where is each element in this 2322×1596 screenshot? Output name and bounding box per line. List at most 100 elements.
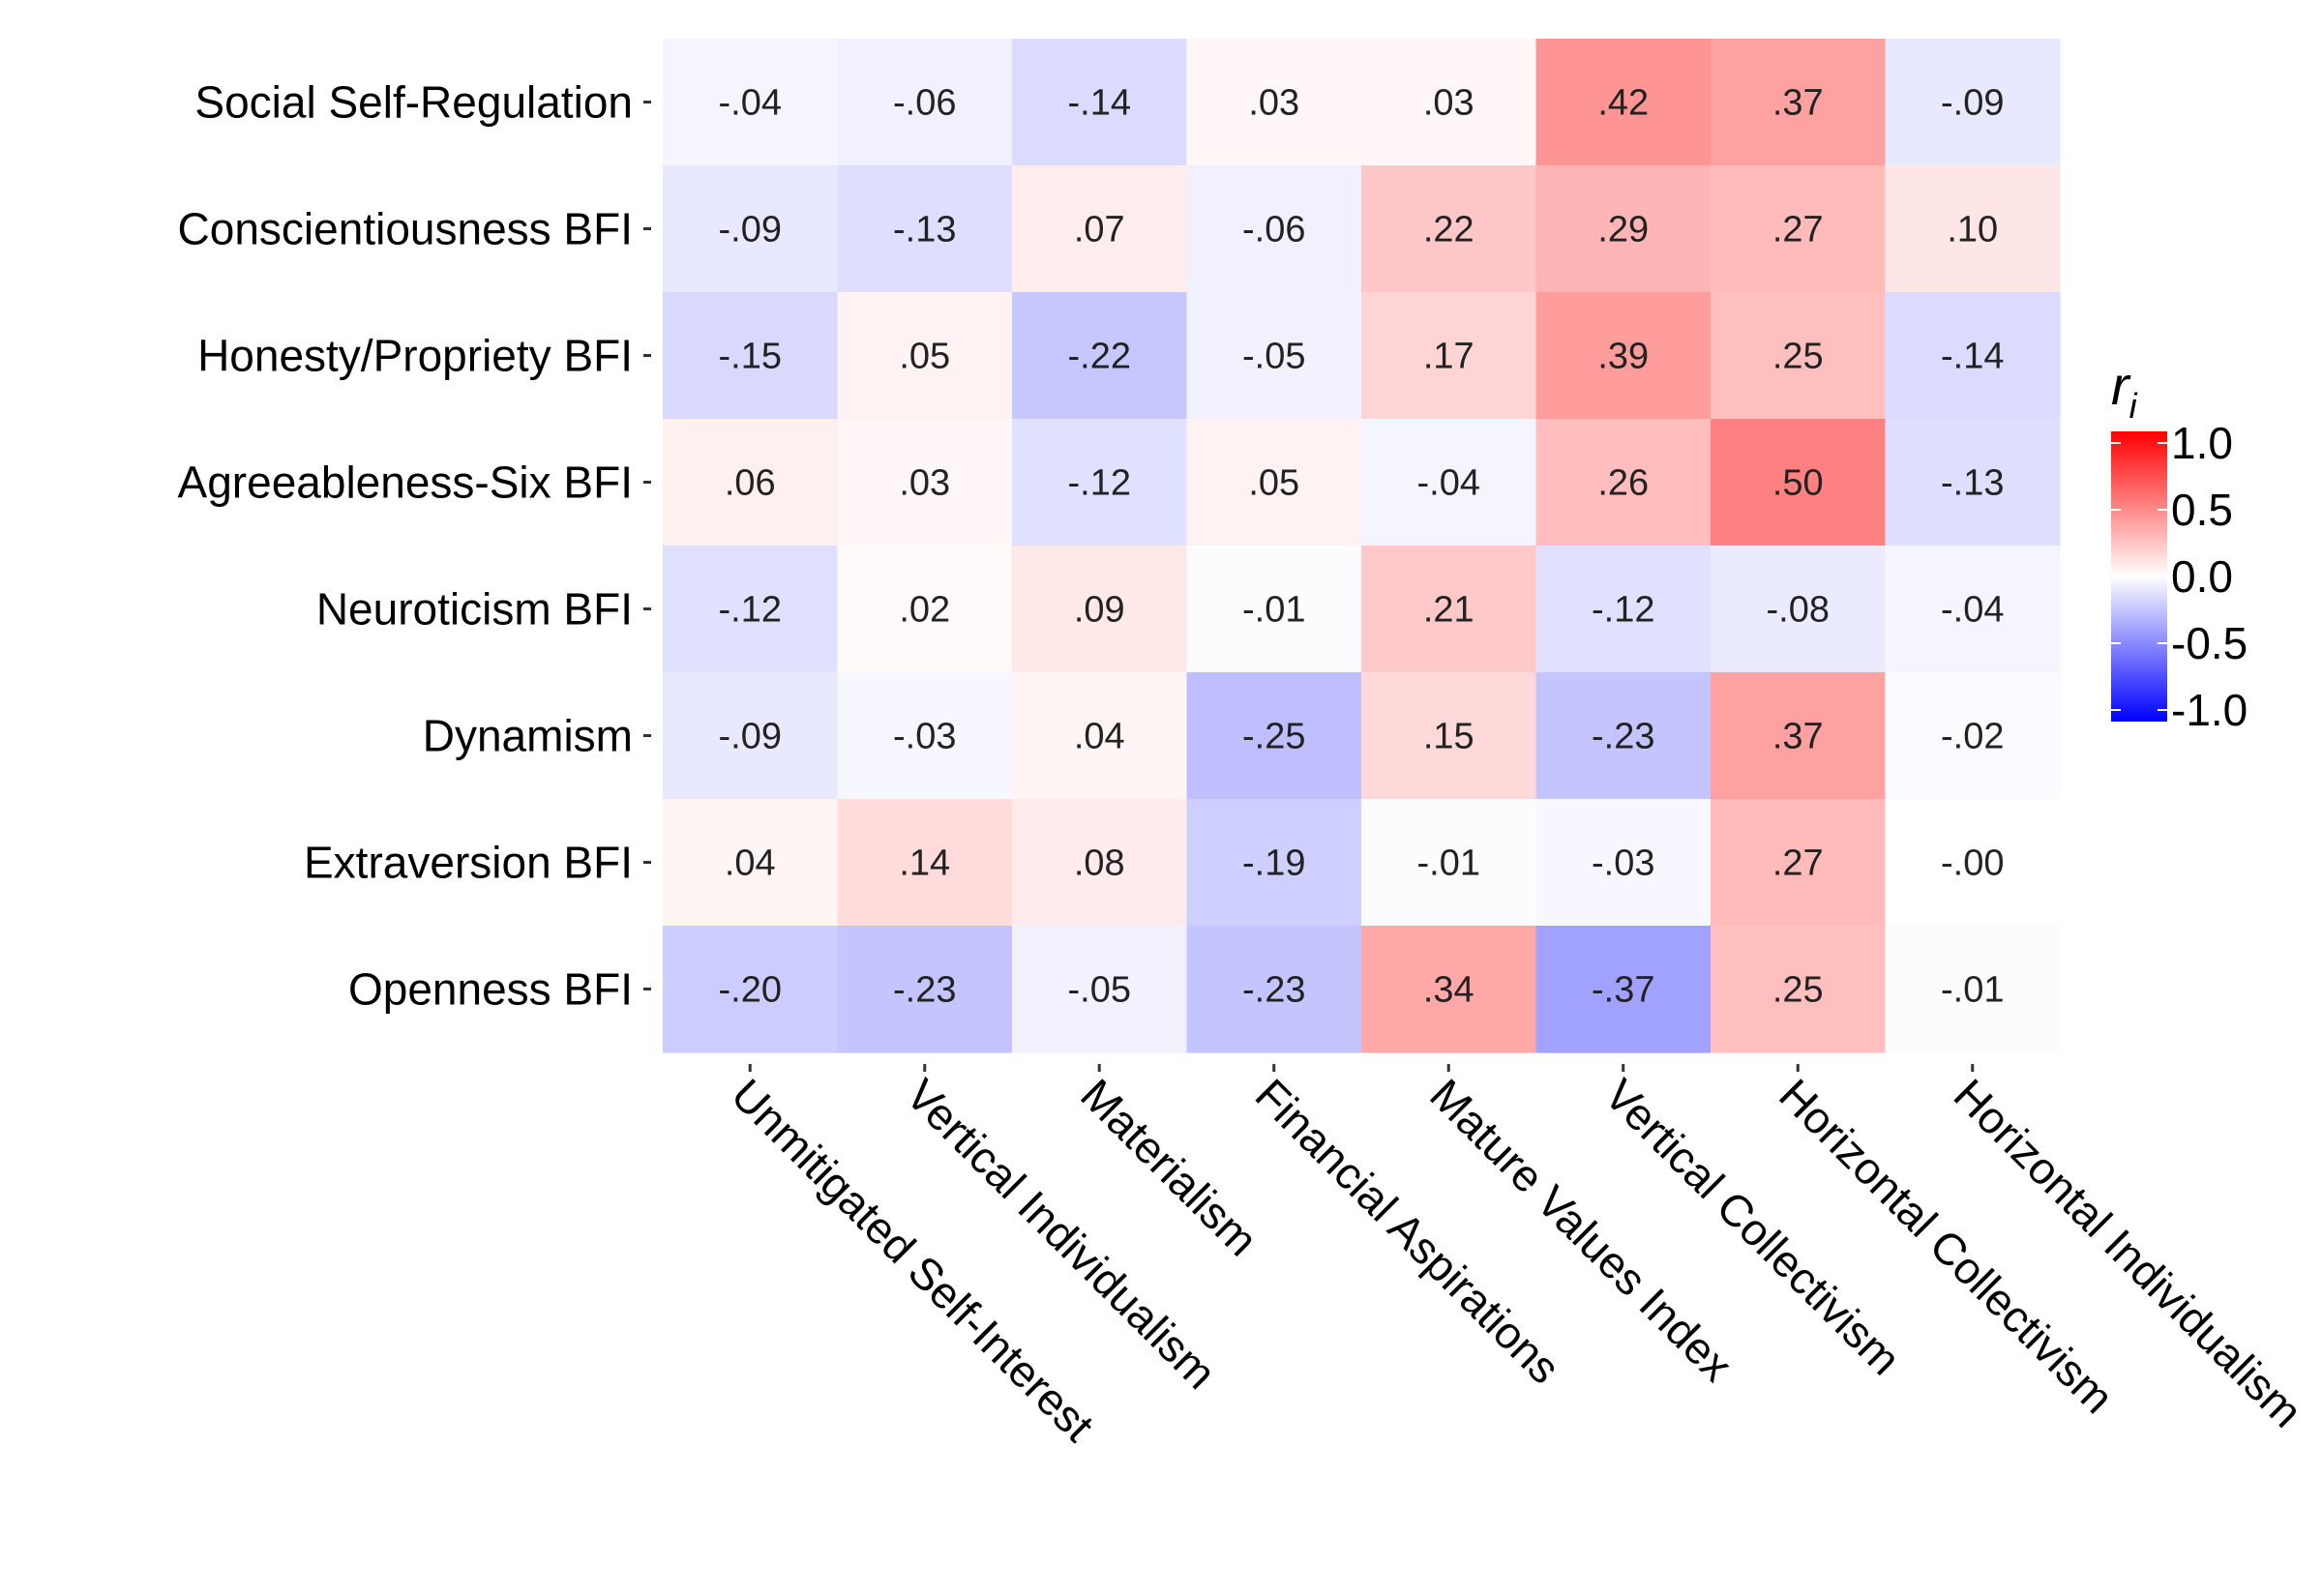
heatmap-cell-honesty-propriety-bfi-materialism: [1012, 292, 1188, 420]
heatmap-cell-extraversion-bfi-vertical-collectivism: [1535, 799, 1712, 927]
cell-value-label: .21: [1423, 590, 1474, 631]
cell-value-label: .14: [899, 843, 950, 884]
cell-value-label: -.09: [719, 210, 782, 251]
heatmap-cell-honesty-propriety-bfi-financial-aspirations: [1186, 292, 1362, 420]
heatmap-cell-agreeableness-six-bfi-mature-values-index: [1361, 419, 1537, 547]
cell-value-label: .04: [725, 843, 776, 884]
heatmap-cell-agreeableness-six-bfi-unmitigated-self-interest: [663, 419, 839, 547]
cell-value-label: .34: [1423, 970, 1474, 1011]
cell-value-label: -.09: [1941, 83, 2004, 124]
heatmap-cell-dynamism-horizontal-individualism: [1885, 672, 2061, 800]
cell-value-label: -.12: [719, 590, 782, 631]
heatmap-cell-openness-bfi-vertical-collectivism: [1535, 926, 1712, 1053]
cell-value-label: .42: [1597, 83, 1649, 124]
heatmap-cell-honesty-propriety-bfi-vertical-collectivism: [1535, 292, 1712, 420]
heatmap-cell-social-self-regulation-vertical-individualism: [837, 39, 1013, 166]
cell-value-label: .07: [1074, 210, 1125, 251]
cell-value-label: -.37: [1592, 970, 1654, 1011]
y-axis: Social Self-Regulation Conscientiousness …: [178, 77, 651, 1015]
cell-value-label: -.23: [893, 970, 956, 1011]
cell-value-label: -.03: [1592, 843, 1654, 884]
cell-value-label: -.20: [719, 970, 782, 1011]
heatmap-cell-honesty-propriety-bfi-unmitigated-self-interest: [663, 292, 839, 420]
heatmap-cell-conscientiousness-bfi-horizontal-individualism: [1885, 165, 2061, 293]
cell-value-label: .27: [1772, 843, 1824, 884]
heatmap-cell-openness-bfi-horizontal-individualism: [1885, 926, 2061, 1053]
heatmap-cell-conscientiousness-bfi-unmitigated-self-interest: [663, 165, 839, 293]
cell-value-label: -.14: [1068, 83, 1131, 124]
cell-value-label: .02: [899, 590, 950, 631]
cell-value-label: .03: [899, 463, 950, 504]
heatmap-cell-social-self-regulation-vertical-collectivism: [1535, 39, 1712, 166]
cell-value-label: .03: [1248, 83, 1299, 124]
cell-value-label: .50: [1772, 463, 1824, 504]
heatmap-cell-agreeableness-six-bfi-horizontal-collectivism: [1711, 419, 1887, 547]
cell-value-label: -.01: [1941, 970, 2004, 1011]
heatmap-cell-extraversion-bfi-financial-aspirations: [1186, 799, 1362, 927]
legend-tick-label: 1.0: [2171, 418, 2233, 468]
cell-value-label: -.09: [719, 717, 782, 757]
heatmap-cell-dynamism-vertical-collectivism: [1535, 672, 1712, 800]
heatmap-cell-openness-bfi-vertical-individualism: [837, 926, 1013, 1053]
cell-value-label: .26: [1597, 463, 1649, 504]
y-tick-label-dynamism: Dynamism: [423, 711, 633, 761]
cell-value-label: -.25: [1242, 717, 1305, 757]
heatmap-cell-social-self-regulation-horizontal-collectivism: [1711, 39, 1887, 166]
cell-value-label: .29: [1597, 210, 1649, 251]
heatmap-cell-agreeableness-six-bfi-financial-aspirations: [1186, 419, 1362, 547]
heatmap-cell-social-self-regulation-mature-values-index: [1361, 39, 1537, 166]
y-tick-label-conscientiousness-bfi: Conscientiousness BFI: [178, 204, 633, 254]
heatmap-cell-neuroticism-bfi-financial-aspirations: [1186, 546, 1362, 673]
heatmap-cell-dynamism-vertical-individualism: [837, 672, 1013, 800]
heatmap-cell-extraversion-bfi-mature-values-index: [1361, 799, 1537, 927]
heatmap-cell-extraversion-bfi-unmitigated-self-interest: [663, 799, 839, 927]
cell-value-label: -.08: [1767, 590, 1830, 631]
cell-value-label: -.13: [1941, 463, 2004, 504]
heatmap-cell-openness-bfi-mature-values-index: [1361, 926, 1537, 1053]
heatmap-cell-openness-bfi-unmitigated-self-interest: [663, 926, 839, 1053]
heatmap-cell-dynamism-financial-aspirations: [1186, 672, 1362, 800]
heatmap-cell-neuroticism-bfi-vertical-individualism: [837, 546, 1013, 673]
cell-value-label: -.04: [1417, 463, 1480, 504]
heatmap-cell-honesty-propriety-bfi-horizontal-individualism: [1885, 292, 2061, 420]
cell-value-label: .04: [1074, 717, 1125, 757]
cell-value-label: .08: [1074, 843, 1125, 884]
cell-value-label: .27: [1772, 210, 1824, 251]
cell-value-label: -.06: [893, 83, 956, 124]
heatmap-cell-labels: -.04 -.06 -.14 .03 .03 .42 .37 -.09 -.09 -.13 .07 -…: [719, 83, 2005, 1011]
heatmap-cell-honesty-propriety-bfi-vertical-individualism: [837, 292, 1013, 420]
heatmap-cell-social-self-regulation-unmitigated-self-interest: [663, 39, 839, 166]
cell-value-label: -.22: [1068, 337, 1131, 377]
heatmap-cell-neuroticism-bfi-vertical-collectivism: [1535, 546, 1712, 673]
heatmap-cell-dynamism-mature-values-index: [1361, 672, 1537, 800]
cell-value-label: -.05: [1068, 970, 1131, 1011]
legend-tick-label: 0.0: [2171, 551, 2233, 602]
cell-value-label: -.12: [1068, 463, 1131, 504]
cell-value-label: -.04: [1941, 590, 2004, 631]
heatmap-cell-social-self-regulation-horizontal-individualism: [1885, 39, 2061, 166]
heatmap-cell-neuroticism-bfi-horizontal-collectivism: [1711, 546, 1887, 673]
cell-value-label: -.14: [1941, 337, 2004, 377]
cell-value-label: -.00: [1941, 843, 2004, 884]
cell-value-label: .15: [1423, 717, 1474, 757]
y-tick-label-honesty-propriety-bfi: Honesty/Propriety BFI: [197, 331, 633, 381]
heatmap-cell-openness-bfi-materialism: [1012, 926, 1188, 1053]
cell-value-label: -.23: [1592, 717, 1654, 757]
y-tick-label-openness-bfi: Openness BFI: [348, 964, 633, 1015]
cell-value-label: -.06: [1242, 210, 1305, 251]
heatmap-cell-conscientiousness-bfi-vertical-individualism: [837, 165, 1013, 293]
heatmap-cell-extraversion-bfi-materialism: [1012, 799, 1188, 927]
heatmap-cell-extraversion-bfi-vertical-individualism: [837, 799, 1013, 927]
legend-title: ri: [2111, 355, 2138, 426]
heatmap-cell-conscientiousness-bfi-mature-values-index: [1361, 165, 1537, 293]
cell-value-label: -.03: [893, 717, 956, 757]
heatmap-cell-neuroticism-bfi-materialism: [1012, 546, 1188, 673]
heatmap-cell-conscientiousness-bfi-materialism: [1012, 165, 1188, 293]
heatmap-cell-conscientiousness-bfi-financial-aspirations: [1186, 165, 1362, 293]
cell-value-label: -.23: [1242, 970, 1305, 1011]
cell-value-label: -.13: [893, 210, 956, 251]
y-tick-label-agreeableness-six-bfi: Agreeableness-Six BFI: [178, 458, 633, 508]
heatmap-cell-neuroticism-bfi-mature-values-index: [1361, 546, 1537, 673]
legend-tick-label: 0.5: [2171, 485, 2233, 535]
